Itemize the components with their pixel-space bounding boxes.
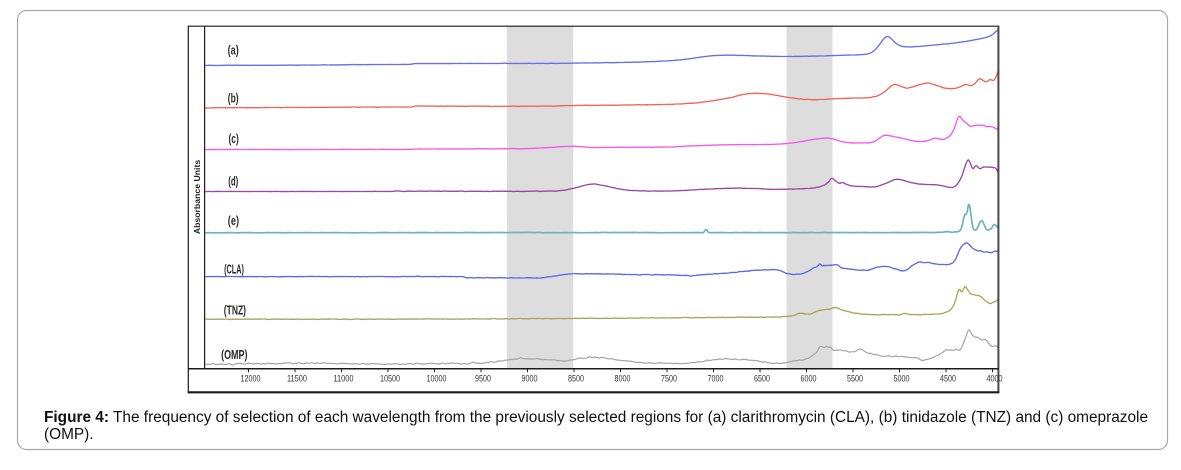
svg-text:4500: 4500	[940, 374, 956, 384]
svg-text:(d): (d)	[228, 174, 238, 188]
svg-text:(OMP): (OMP)	[221, 348, 247, 362]
svg-text:8500: 8500	[568, 374, 584, 384]
svg-text:(b): (b)	[228, 91, 239, 105]
svg-text:Absorbance Units: Absorbance Units	[192, 160, 202, 235]
svg-text:6000: 6000	[801, 374, 817, 384]
svg-text:(a): (a)	[228, 43, 239, 57]
svg-text:(TNZ): (TNZ)	[224, 303, 246, 317]
svg-text:(e): (e)	[228, 214, 239, 228]
svg-text:11500: 11500	[287, 374, 307, 384]
svg-text:11000: 11000	[334, 374, 354, 384]
svg-text:10500: 10500	[380, 374, 400, 384]
svg-text:12000: 12000	[241, 374, 261, 384]
svg-text:9500: 9500	[475, 374, 491, 384]
svg-text:5500: 5500	[847, 374, 863, 384]
svg-text:5000: 5000	[894, 374, 910, 384]
svg-text:7500: 7500	[661, 374, 677, 384]
svg-text:6500: 6500	[754, 374, 770, 384]
svg-text:8000: 8000	[615, 374, 631, 384]
svg-text:9000: 9000	[522, 374, 538, 384]
svg-text:(c): (c)	[229, 132, 239, 146]
svg-text:10000: 10000	[427, 374, 447, 384]
svg-text:4000: 4000	[987, 374, 1003, 384]
svg-text:(CLA): (CLA)	[224, 263, 244, 277]
svg-text:7000: 7000	[708, 374, 724, 384]
